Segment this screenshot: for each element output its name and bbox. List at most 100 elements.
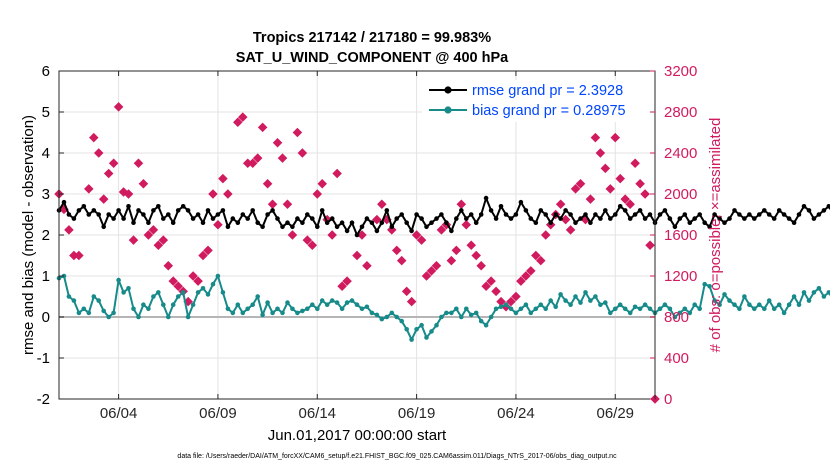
obs-assimilated-marker (491, 286, 501, 297)
bias-data-point (672, 314, 678, 320)
bias-data-point (419, 322, 424, 328)
bias-data-point (166, 314, 171, 320)
rmse-data-point (324, 220, 330, 225)
bias-data-point (478, 318, 484, 324)
obs-assimilated-marker (113, 102, 124, 112)
rmse-data-point (344, 228, 350, 234)
bias-data-point (697, 306, 702, 312)
y-right-tick-label: 2800 (664, 104, 697, 121)
rmse-data-point (111, 216, 116, 221)
obs-assimilated-marker (451, 245, 462, 256)
bias-data-point (454, 306, 459, 312)
obs-assimilated-marker (138, 178, 149, 189)
obs-assimilated-marker (84, 184, 94, 194)
bias-data-point (379, 316, 385, 322)
bias-data-point (200, 286, 206, 291)
rmse-data-point (290, 224, 295, 230)
rmse-data-point (697, 212, 702, 217)
obs-assimilated-marker (461, 219, 472, 230)
obs-assimilated-marker (436, 225, 447, 235)
rmse-data-point (141, 212, 146, 217)
rmse-data-point (225, 224, 231, 230)
rmse-data-point (548, 220, 553, 225)
obs-assimilated-marker (148, 225, 159, 235)
bias-data-point (364, 304, 370, 310)
bias-data-point (300, 308, 305, 314)
rmse-data-point (727, 216, 732, 221)
y-tick-label: 5 (42, 104, 50, 121)
rmse-data-point (762, 208, 767, 213)
obs-assimilated-marker (426, 266, 437, 276)
bias-data-point (156, 290, 161, 295)
rmse-data-point (156, 204, 161, 209)
rmse-data-point (622, 208, 628, 213)
obs-assimilated-marker (282, 199, 293, 210)
obs-assimilated-marker (625, 199, 635, 210)
rmse-data-point (250, 208, 255, 213)
rmse-data-point (369, 220, 375, 225)
legend: rmse grand pr = 2.3928 bias grand pr = 0… (422, 80, 650, 122)
obs-assimilated-marker (198, 250, 208, 261)
obs-assimilated-marker (287, 230, 298, 240)
rmse-data-point (200, 220, 206, 225)
obs-assimilated-marker (93, 148, 104, 158)
bias-data-point (637, 306, 643, 312)
bias-data-point (205, 292, 211, 297)
rmse-data-point (195, 212, 201, 217)
obs-assimilated-marker (516, 276, 526, 286)
rmse-data-point (573, 220, 578, 225)
obs-assimilated-marker (193, 276, 203, 286)
obs-assimilated-marker (372, 214, 382, 225)
obs-assimilated-marker (357, 230, 367, 240)
bias-data-point (175, 294, 181, 299)
obs-assimilated-marker (610, 132, 621, 143)
x-tick-label: 06/09 (199, 405, 237, 422)
rmse-data-point (429, 220, 434, 225)
y-right-tick-label: 2000 (664, 186, 697, 203)
bias-data-point (801, 290, 807, 295)
bias-data-point (598, 302, 603, 308)
rmse-data-point (354, 232, 360, 238)
rmse-data-point (712, 212, 717, 217)
obs-assimilated-marker (143, 230, 154, 240)
rmse-data-point (146, 220, 151, 225)
obs-assimilated-marker (173, 281, 183, 292)
x-tick-label: 06/19 (398, 405, 436, 422)
rmse-data-point (488, 208, 494, 213)
bias-data-point (573, 294, 578, 299)
obs-assimilated-marker (213, 219, 223, 230)
bias-data-point (359, 306, 365, 312)
rmse-data-point (404, 220, 410, 225)
rmse-data-point (667, 216, 673, 221)
rmse-data-point (66, 212, 72, 217)
bias-data-point (737, 306, 742, 312)
rmse-data-point (821, 208, 827, 213)
obs-assimilated-marker (123, 189, 134, 199)
y-right-tick-label: 0 (664, 391, 672, 408)
rmse-data-point (583, 212, 588, 217)
bias-data-point (682, 306, 688, 312)
x-tick-label: 06/04 (100, 405, 138, 422)
bias-data-point (215, 273, 221, 279)
bias-data-point (240, 310, 246, 316)
rmse-data-point (459, 208, 464, 213)
rmse-data-point (220, 208, 226, 213)
bias-data-point (146, 306, 151, 312)
y-tick-label: -1 (37, 350, 50, 367)
bias-data-point (185, 314, 191, 320)
rmse-data-point (91, 208, 97, 213)
obs-assimilated-marker (74, 250, 84, 261)
bias-data-point (707, 284, 712, 289)
rmse-data-point (424, 224, 429, 230)
obs-assimilated-marker (590, 132, 601, 143)
x-tick-label: 06/29 (596, 405, 634, 422)
rmse-data-point (578, 216, 583, 221)
bias-data-point (131, 306, 136, 312)
y-right-tick-label: 400 (664, 350, 689, 367)
bias-data-point (503, 302, 509, 308)
rmse-data-point (175, 208, 181, 213)
bias-data-point (315, 306, 320, 312)
rmse-data-point (106, 212, 111, 217)
bias-data-point (81, 306, 87, 312)
obs-assimilated-marker (327, 230, 337, 240)
